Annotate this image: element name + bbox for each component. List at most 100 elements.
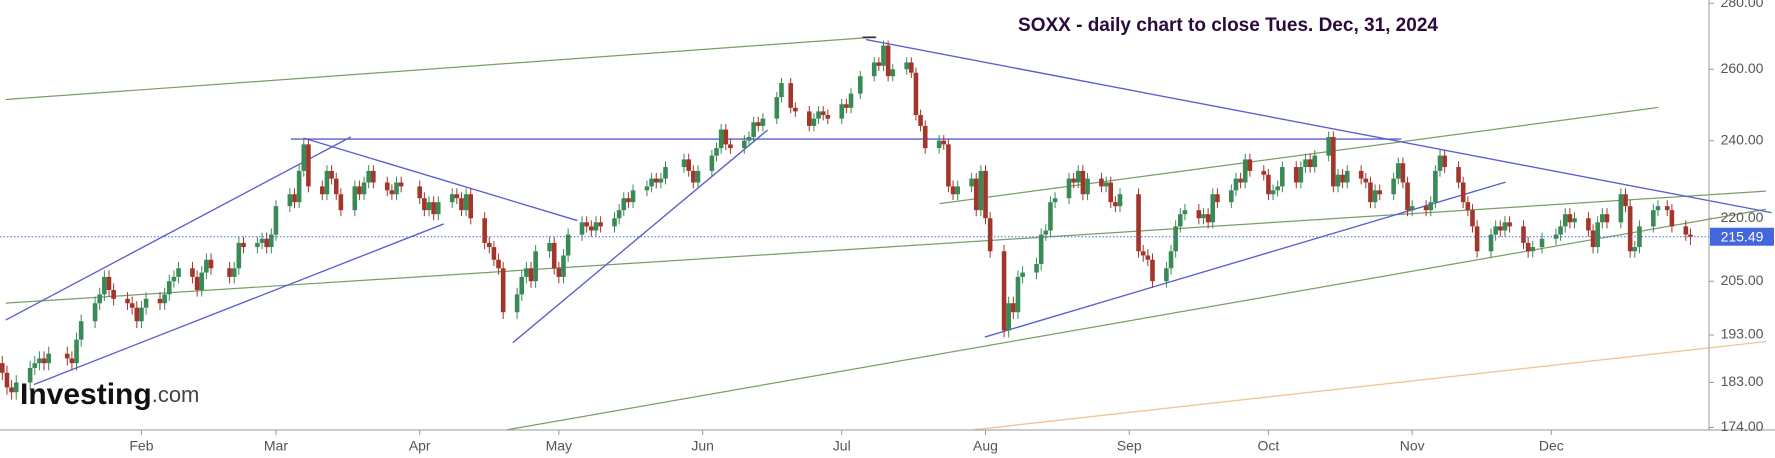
candle-body xyxy=(1331,136,1336,187)
candle-body xyxy=(486,242,492,248)
candle-body xyxy=(1312,155,1318,168)
candle-body xyxy=(1391,178,1396,195)
candle-body xyxy=(1113,202,1118,207)
candle-body xyxy=(422,198,427,211)
candle-body xyxy=(0,363,5,373)
candle-body xyxy=(166,281,172,295)
candle-body xyxy=(1275,186,1280,191)
candle-body xyxy=(106,276,112,290)
candle-body xyxy=(269,234,274,248)
candle-body xyxy=(820,111,826,116)
candle-body xyxy=(324,170,330,195)
candle-body xyxy=(1075,170,1081,183)
candle-body xyxy=(227,268,232,277)
candle-body xyxy=(848,93,854,108)
candle-body xyxy=(1140,251,1146,256)
candle-body xyxy=(231,268,237,277)
candle-body xyxy=(876,62,882,66)
candle-body xyxy=(134,307,140,322)
candle-body xyxy=(774,97,780,119)
candle-body xyxy=(287,194,293,207)
candle-body xyxy=(1326,136,1332,156)
candle-body xyxy=(723,129,729,145)
candle-body xyxy=(208,259,214,269)
candle-body xyxy=(1015,276,1021,313)
candle-body xyxy=(969,178,974,187)
candle-body xyxy=(806,111,812,126)
candle-body xyxy=(644,186,650,191)
candle-body xyxy=(811,118,817,126)
candle-body xyxy=(1201,214,1206,219)
candle-body xyxy=(1164,268,1169,282)
candle-body xyxy=(431,202,436,215)
candle-body xyxy=(630,190,636,203)
candle-body xyxy=(941,140,947,145)
x-tick-label: Oct xyxy=(1258,438,1280,454)
candle-body xyxy=(533,251,538,282)
candle-body xyxy=(468,194,474,219)
candle-body xyxy=(384,182,390,191)
candle-body xyxy=(612,218,617,227)
candle-body xyxy=(593,222,599,231)
candle-body xyxy=(1423,206,1429,211)
trendline xyxy=(5,36,872,101)
candle-body xyxy=(296,170,302,203)
x-tick-label: Apr xyxy=(409,438,431,454)
last-price-label: 215.49 xyxy=(1721,228,1764,244)
candle-body xyxy=(1266,174,1271,195)
candle-body xyxy=(547,242,552,252)
logo-suffix: .com xyxy=(152,382,200,407)
candle-body xyxy=(1595,222,1600,248)
candle-body xyxy=(1210,194,1216,223)
candle-body xyxy=(514,294,520,313)
candle-body xyxy=(1034,263,1039,273)
candle-body xyxy=(663,167,668,179)
candle-body xyxy=(788,83,794,108)
candle-body xyxy=(1340,174,1345,183)
candle-body xyxy=(579,222,585,235)
candle-body xyxy=(1205,214,1211,223)
trendline xyxy=(33,223,444,386)
candle-body xyxy=(955,186,960,195)
candle-body xyxy=(556,268,562,277)
candle-body xyxy=(129,303,135,308)
candle-body xyxy=(1493,226,1498,235)
candle-body xyxy=(1627,206,1633,252)
candle-body xyxy=(871,62,877,77)
candle-body xyxy=(589,226,594,231)
candle-body xyxy=(1358,170,1364,179)
candle-body xyxy=(1066,178,1072,199)
candle-body xyxy=(361,182,367,195)
candle-body xyxy=(1261,170,1267,175)
x-tick-label: Mar xyxy=(264,438,288,454)
candle-body xyxy=(686,159,692,171)
candle-body xyxy=(194,276,200,290)
candle-body xyxy=(1238,178,1243,183)
y-tick-label: 205.00 xyxy=(1721,272,1764,288)
candle-body xyxy=(111,289,116,299)
chart-title: SOXX - daily chart to close Tues. Dec, 3… xyxy=(1018,15,1438,36)
candle-body xyxy=(904,62,909,70)
candle-body xyxy=(746,136,752,141)
candle-body xyxy=(946,144,951,187)
candle-body xyxy=(1539,238,1545,248)
candle-body xyxy=(74,339,79,364)
candle-body xyxy=(709,155,715,171)
candle-body xyxy=(306,144,311,187)
candle-body xyxy=(1150,259,1155,282)
candle-body xyxy=(616,210,622,219)
candle-body xyxy=(1530,247,1536,252)
candle-body xyxy=(1655,206,1661,211)
candle-body xyxy=(389,190,395,195)
candle-body xyxy=(1372,190,1378,203)
trendline xyxy=(973,340,1766,431)
candle-body xyxy=(844,104,849,108)
candle-body xyxy=(1344,170,1350,183)
candle-body xyxy=(1669,210,1675,227)
candle-body xyxy=(37,358,42,364)
logo: Investing.com xyxy=(20,378,199,411)
candle-body xyxy=(241,242,246,248)
candle-body xyxy=(338,194,344,211)
candle-body xyxy=(584,222,589,227)
